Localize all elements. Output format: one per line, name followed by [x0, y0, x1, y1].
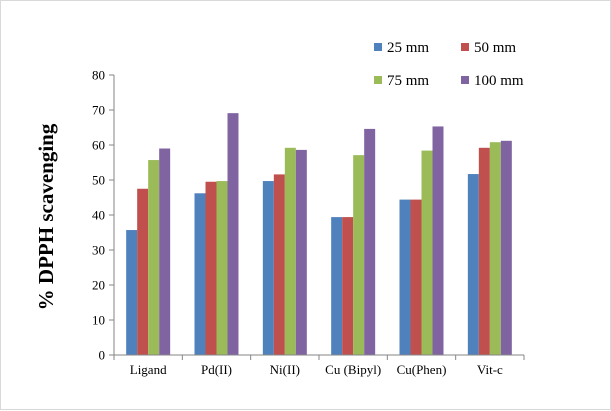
bar-50-mm-vit-c [478, 147, 490, 355]
bar-25-mm-cu-bipyl [331, 217, 343, 355]
x-tick-label: Cu(Phen) [397, 362, 447, 377]
y-axis-label: % DPPH scavenging [34, 123, 58, 310]
bar-25-mm-vit-c [467, 174, 479, 355]
bar-25-mm-ni-ii [262, 181, 274, 355]
y-tick-label: 10 [92, 313, 105, 328]
y-tick-label: 70 [92, 103, 105, 118]
legend-label: 100 mm [474, 73, 524, 89]
bar-25-mm-ligand [126, 230, 138, 355]
bar-50-mm-ligand [137, 188, 149, 355]
legend-swatch [374, 43, 382, 51]
bar-25-mm-cu-phen [399, 199, 411, 355]
bar-50-mm-ni-ii [273, 174, 285, 355]
bar-75-mm-vit-c [489, 142, 501, 355]
bar-50-mm-pd-ii [205, 181, 217, 355]
legend-swatch [461, 76, 469, 84]
bar-50-mm-cu-phen [410, 199, 422, 355]
y-tick-label: 80 [92, 68, 105, 83]
legend-label: 50 mm [474, 40, 516, 56]
y-tick-label: 60 [92, 138, 105, 153]
y-tick-label: 50 [92, 173, 105, 188]
y-tick-label: 0 [99, 348, 106, 363]
bar-100-mm-vit-c [500, 140, 512, 355]
bar-100-mm-pd-ii [227, 113, 239, 356]
legend-label: 25 mm [387, 40, 429, 56]
bar-100-mm-ligand [159, 148, 171, 355]
bar-100-mm-ni-ii [295, 149, 307, 355]
bar-25-mm-pd-ii [194, 193, 206, 355]
x-tick-label: Vit-c [477, 362, 503, 377]
bar-75-mm-pd-ii [216, 181, 228, 355]
bar-100-mm-cu-bipyl [364, 128, 376, 355]
legend-swatch [461, 43, 469, 51]
bar-75-mm-ni-ii [284, 147, 296, 355]
x-tick-label: Pd(II) [201, 362, 232, 377]
x-tick-label: Ligand [130, 362, 167, 377]
bar-50-mm-cu-bipyl [342, 217, 354, 355]
bar-75-mm-ligand [148, 160, 160, 355]
y-tick-label: 40 [92, 208, 105, 223]
bar-75-mm-cu-phen [421, 150, 433, 355]
x-tick-label: Cu (Bipyl) [325, 362, 381, 377]
y-tick-label: 30 [92, 243, 105, 258]
bar-100-mm-cu-phen [432, 126, 444, 355]
x-tick-label: Ni(II) [270, 362, 300, 377]
legend-swatch [374, 76, 382, 84]
bar-75-mm-cu-bipyl [353, 155, 365, 355]
legend-label: 75 mm [387, 73, 429, 89]
y-tick-label: 20 [92, 278, 105, 293]
